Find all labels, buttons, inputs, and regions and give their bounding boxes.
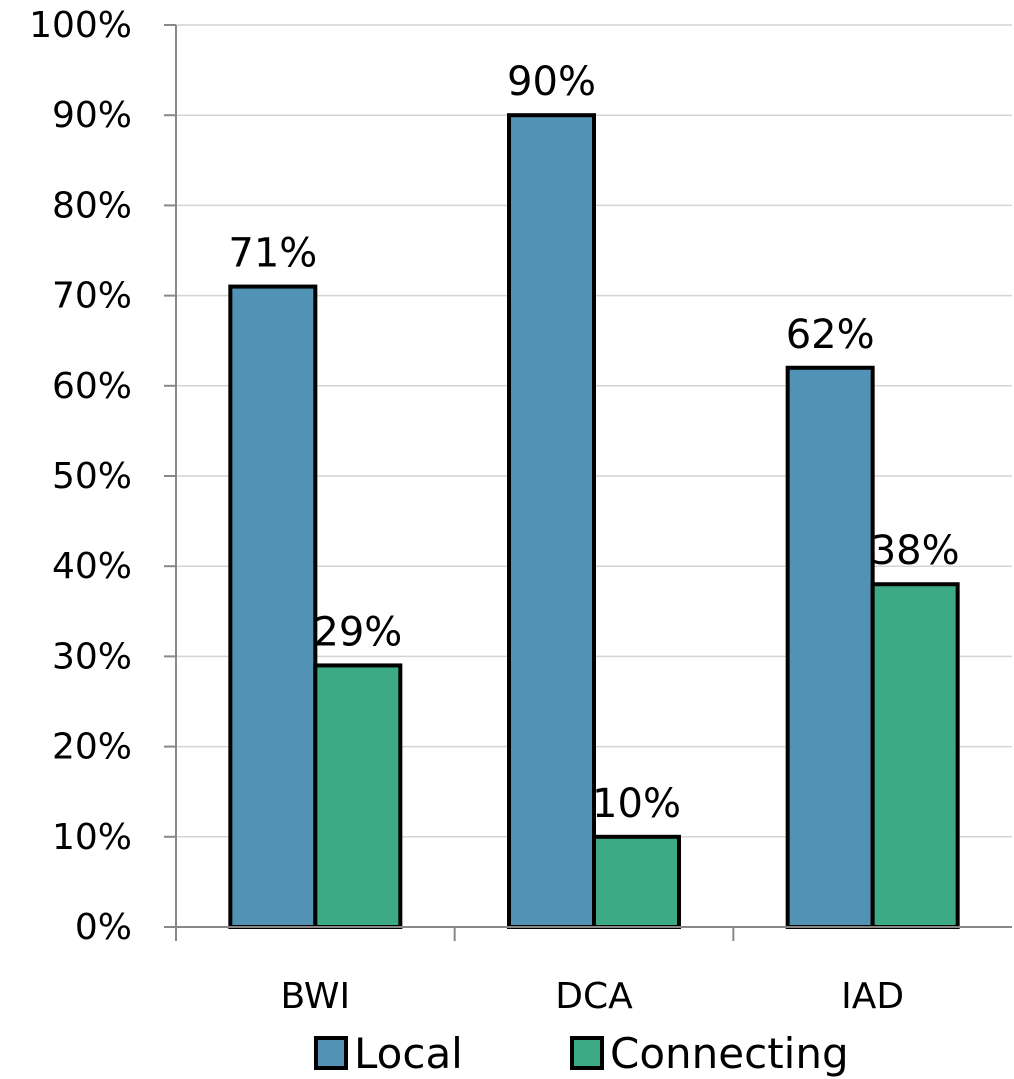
y-tick-label: 90% <box>52 95 132 136</box>
bar-local-bwi <box>228 284 318 929</box>
legend: Local Connecting <box>314 1029 849 1078</box>
x-tick-label: BWI <box>281 976 351 1017</box>
x-tick-label: DCA <box>555 976 633 1017</box>
legend-label-connecting: Connecting <box>610 1029 849 1078</box>
y-tick-label: 70% <box>52 276 132 317</box>
x-axis: BWI DCA IAD <box>175 926 1012 1017</box>
bar-connecting-bwi <box>313 663 403 929</box>
y-tick-label: 40% <box>52 546 132 587</box>
legend-label-local: Local <box>354 1029 463 1078</box>
bar-local-iad <box>785 365 875 929</box>
bar-connecting-iad <box>870 582 960 929</box>
y-tick-label: 30% <box>52 636 132 677</box>
plot-bars: 71% 29% 90% 10% 62% 38% <box>228 59 960 929</box>
legend-swatch-connecting <box>570 1036 604 1070</box>
bar-connecting-dca <box>592 834 681 929</box>
bar-local-dca <box>507 113 596 929</box>
data-label: 62% <box>786 312 875 358</box>
y-axis: 0% 10% 20% 30% 40% 50% 60% 70% 80% 90% 100% <box>29 5 177 948</box>
x-tick-label: IAD <box>841 976 904 1017</box>
y-tick-label: 10% <box>52 817 132 858</box>
y-tick-label: 20% <box>52 727 132 768</box>
y-tick-label: 60% <box>52 366 132 407</box>
legend-swatch-local <box>314 1036 348 1070</box>
y-tick-label: 100% <box>29 5 132 46</box>
y-tick-label: 0% <box>75 907 132 948</box>
data-label: 10% <box>592 781 681 827</box>
y-tick-label: 80% <box>52 185 132 226</box>
data-label: 29% <box>313 609 402 655</box>
data-label: 90% <box>507 59 596 105</box>
y-tick-label: 50% <box>52 456 132 497</box>
data-label: 38% <box>871 528 960 574</box>
data-label: 71% <box>228 231 317 277</box>
